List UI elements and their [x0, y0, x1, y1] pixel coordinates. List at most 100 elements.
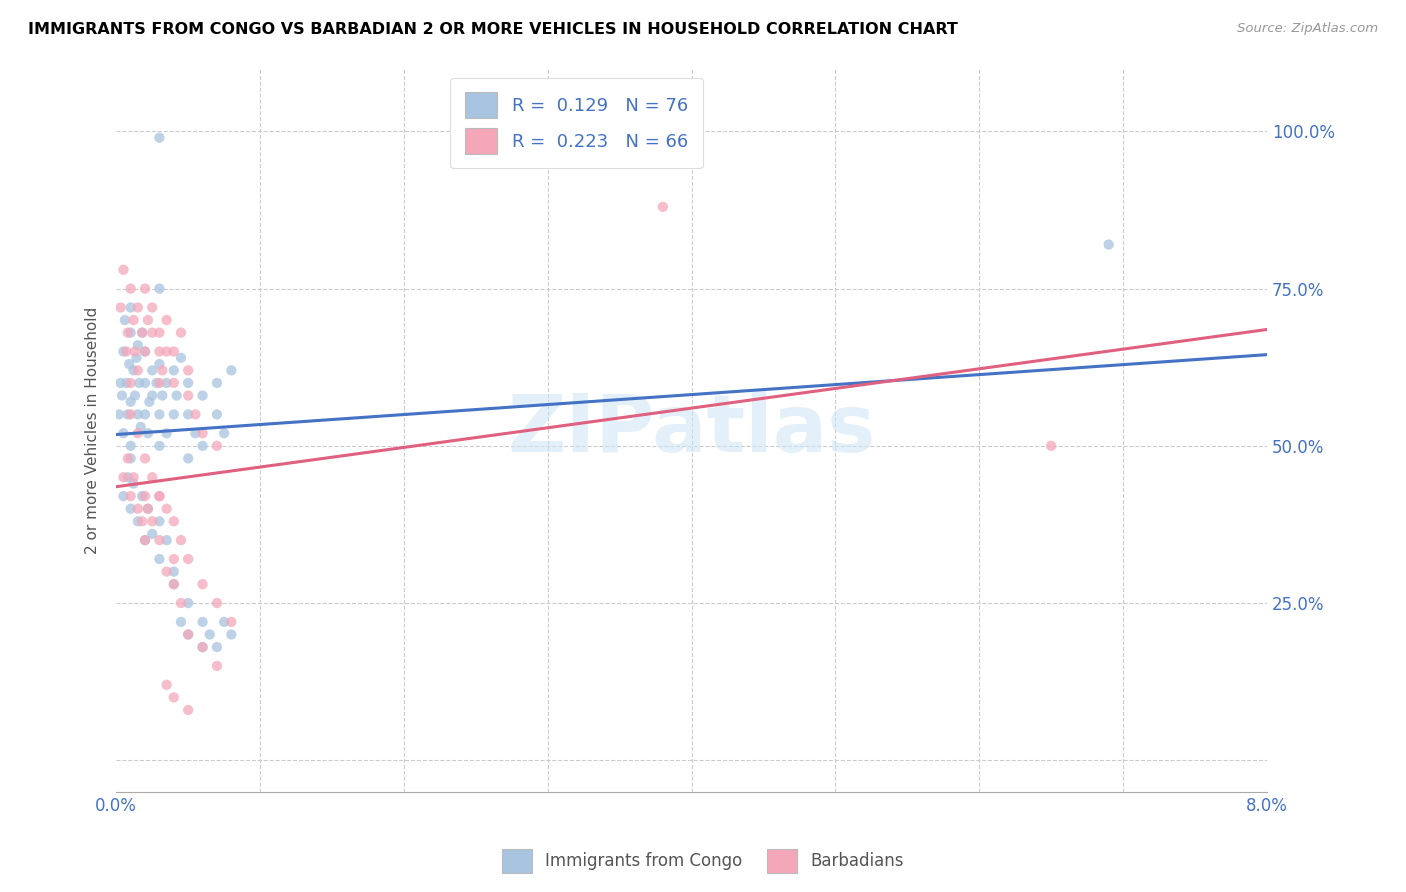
Point — [141, 388, 163, 402]
Point — [120, 326, 142, 340]
Point — [131, 514, 153, 528]
Point — [120, 501, 142, 516]
Point — [1040, 439, 1063, 453]
Point — [125, 351, 148, 365]
Point — [156, 678, 179, 692]
Point — [148, 282, 170, 296]
Point — [117, 326, 139, 340]
Point — [148, 489, 170, 503]
Point — [124, 388, 146, 402]
Point — [148, 357, 170, 371]
Point — [177, 627, 200, 641]
Point — [191, 426, 214, 441]
Point — [150, 363, 173, 377]
Point — [110, 376, 132, 390]
Point — [651, 200, 673, 214]
Point — [120, 301, 142, 315]
Point — [134, 282, 156, 296]
Point — [112, 262, 135, 277]
Point — [112, 470, 135, 484]
Point — [148, 408, 170, 422]
Point — [205, 439, 228, 453]
Point — [163, 690, 186, 705]
Point — [156, 426, 179, 441]
Point — [148, 533, 170, 548]
Point — [148, 489, 170, 503]
Point — [166, 388, 188, 402]
Point — [120, 489, 142, 503]
Point — [111, 388, 134, 402]
Point — [134, 344, 156, 359]
Point — [128, 376, 150, 390]
Point — [148, 514, 170, 528]
Point — [136, 501, 159, 516]
Point — [148, 439, 170, 453]
Point — [221, 627, 243, 641]
Point — [134, 408, 156, 422]
Point — [141, 470, 163, 484]
Point — [177, 376, 200, 390]
Point — [170, 615, 193, 629]
Point — [127, 514, 149, 528]
Point — [112, 489, 135, 503]
Point — [108, 408, 131, 422]
Point — [221, 615, 243, 629]
Text: IMMIGRANTS FROM CONGO VS BARBADIAN 2 OR MORE VEHICLES IN HOUSEHOLD CORRELATION C: IMMIGRANTS FROM CONGO VS BARBADIAN 2 OR … — [28, 22, 957, 37]
Point — [148, 344, 170, 359]
Point — [148, 326, 170, 340]
Point — [141, 514, 163, 528]
Point — [127, 338, 149, 352]
Point — [221, 363, 243, 377]
Point — [163, 376, 186, 390]
Point — [136, 426, 159, 441]
Point — [120, 394, 142, 409]
Point — [118, 357, 141, 371]
Point — [141, 301, 163, 315]
Point — [122, 313, 145, 327]
Point — [122, 476, 145, 491]
Point — [191, 439, 214, 453]
Point — [156, 344, 179, 359]
Point — [138, 394, 160, 409]
Point — [131, 489, 153, 503]
Point — [136, 313, 159, 327]
Text: ZIPatlas: ZIPatlas — [508, 391, 876, 469]
Point — [122, 363, 145, 377]
Point — [170, 326, 193, 340]
Point — [117, 470, 139, 484]
Point — [163, 565, 186, 579]
Point — [177, 703, 200, 717]
Point — [212, 426, 235, 441]
Point — [177, 363, 200, 377]
Point — [191, 388, 214, 402]
Point — [122, 470, 145, 484]
Point — [163, 344, 186, 359]
Point — [205, 659, 228, 673]
Point — [110, 301, 132, 315]
Point — [156, 501, 179, 516]
Point — [163, 408, 186, 422]
Point — [156, 565, 179, 579]
Point — [156, 376, 179, 390]
Point — [191, 640, 214, 654]
Point — [114, 313, 136, 327]
Point — [163, 577, 186, 591]
Point — [127, 301, 149, 315]
Point — [131, 326, 153, 340]
Point — [120, 282, 142, 296]
Point — [205, 376, 228, 390]
Point — [163, 577, 186, 591]
Point — [141, 527, 163, 541]
Point — [134, 533, 156, 548]
Point — [124, 344, 146, 359]
Point — [112, 344, 135, 359]
Point — [177, 388, 200, 402]
Point — [191, 615, 214, 629]
Point — [1098, 237, 1121, 252]
Point — [134, 451, 156, 466]
Point — [163, 552, 186, 566]
Point — [141, 326, 163, 340]
Point — [205, 640, 228, 654]
Point — [184, 408, 207, 422]
Point — [163, 363, 186, 377]
